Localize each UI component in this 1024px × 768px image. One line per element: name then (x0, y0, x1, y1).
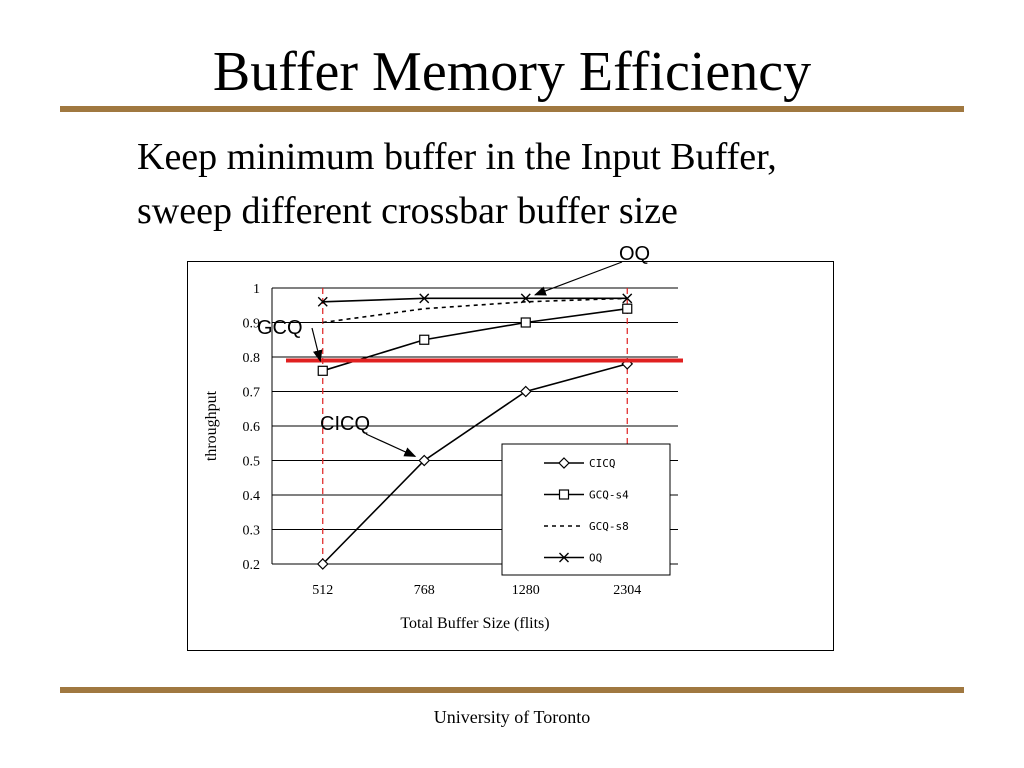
y-tick-label: 0.4 (243, 489, 261, 504)
x-tick-label: 1280 (512, 583, 540, 598)
legend-marker (559, 552, 569, 563)
data-point-cicq (316, 558, 329, 570)
data-point-oq (520, 293, 531, 304)
subtitle-line-2: sweep different crossbar buffer size (137, 190, 678, 232)
annotation-label: CICQ (320, 413, 370, 435)
title-divider (60, 106, 964, 112)
y-tick-label: 0.5 (243, 455, 261, 470)
legend-marker (558, 489, 570, 500)
annotation-label: OQ (619, 243, 650, 265)
annotation-arrow (365, 433, 417, 457)
y-tick-label: 0.3 (243, 524, 261, 539)
legend-label: GCQ-s8 (589, 520, 629, 533)
data-point-oq (317, 296, 328, 307)
footer-divider (60, 687, 964, 693)
footer-text: University of Toronto (433, 707, 591, 727)
series-line-gcq-s8 (322, 297, 628, 324)
y-tick-label: 0.2 (243, 558, 261, 573)
data-point-gcq-s4 (622, 303, 633, 314)
y-tick-label: 0.9 (243, 317, 261, 332)
annotation-arrow (533, 261, 623, 296)
data-point-cicq (519, 385, 532, 398)
data-point-gcq-s4 (419, 334, 430, 345)
slide-title: Buffer Memory Efficiency (212, 41, 812, 103)
data-point-oq (419, 293, 430, 304)
data-point-cicq (418, 454, 431, 467)
series-line-gcq-s4 (322, 307, 628, 372)
data-point-gcq-s4 (520, 317, 531, 328)
slide-subtitle: Keep minimum buffer in the Input Buffer,… (137, 130, 937, 238)
x-tick-label: 512 (312, 583, 333, 598)
y-tick-label: 1 (253, 282, 260, 297)
x-tick-label: 768 (414, 583, 435, 598)
x-axis-title: Total Buffer Size (flits) (400, 615, 549, 632)
data-point-oq (622, 293, 633, 304)
legend-label: CICQ (589, 457, 616, 470)
annotation-arrow (311, 327, 323, 363)
legend-label: OQ (589, 552, 602, 565)
y-axis-title: throughput (203, 390, 220, 461)
x-tick-label: 2304 (613, 583, 641, 598)
series-line-cicq (322, 363, 628, 565)
data-point-gcq-s4 (317, 365, 328, 376)
annotation-label: GCQ (257, 317, 303, 339)
y-tick-label: 0.6 (243, 420, 261, 435)
legend-box (501, 443, 671, 576)
y-tick-label: 0.7 (243, 386, 261, 401)
legend-label: GCQ-s4 (589, 489, 629, 502)
y-tick-label: 0.8 (243, 351, 261, 366)
subtitle-line-1: Keep minimum buffer in the Input Buffer, (137, 136, 777, 178)
series-line-oq (322, 297, 628, 303)
legend-marker (558, 457, 570, 469)
